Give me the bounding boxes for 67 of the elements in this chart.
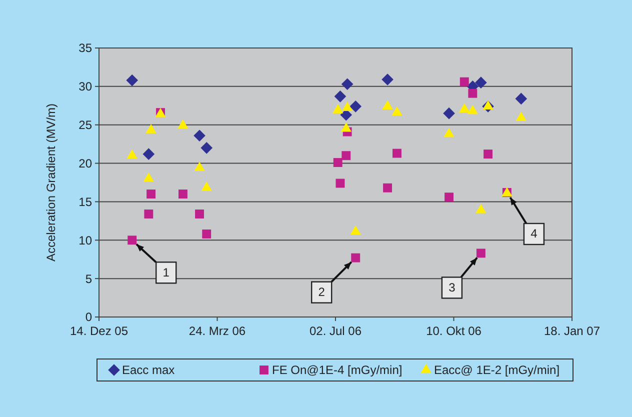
x-tick-label: 24. Mrz 06 bbox=[188, 324, 246, 338]
y-tick-label: 20 bbox=[78, 156, 92, 170]
point bbox=[146, 190, 156, 198]
point bbox=[342, 151, 351, 160]
point bbox=[202, 230, 212, 238]
y-axis-title: Acceleration Gradient (MV/m) bbox=[44, 103, 58, 262]
point bbox=[143, 172, 154, 182]
x-tick-label: 14. Dez 05 bbox=[70, 324, 128, 338]
x-tick-label: 18. Jan 07 bbox=[544, 324, 600, 338]
point bbox=[515, 92, 528, 105]
point bbox=[126, 149, 138, 159]
point bbox=[332, 104, 344, 114]
point bbox=[201, 182, 212, 191]
point bbox=[333, 158, 342, 167]
point bbox=[444, 128, 454, 138]
y-tick-label: 10 bbox=[78, 233, 92, 248]
y-tick-label: 5 bbox=[85, 272, 92, 286]
point bbox=[126, 74, 138, 86]
point bbox=[146, 124, 156, 134]
annotation: 3 bbox=[448, 280, 456, 294]
point bbox=[383, 183, 392, 192]
point bbox=[341, 78, 354, 90]
point bbox=[336, 178, 345, 188]
annotation: 1 bbox=[162, 265, 170, 280]
point bbox=[144, 210, 154, 218]
point bbox=[476, 204, 486, 214]
point bbox=[443, 107, 455, 120]
point bbox=[178, 190, 188, 198]
point bbox=[382, 100, 393, 110]
point bbox=[200, 142, 213, 154]
point bbox=[484, 150, 493, 159]
legend-label: Eacc@ 1E-2 [mGy/min] bbox=[434, 363, 560, 378]
annotation: 2 bbox=[318, 285, 326, 300]
point bbox=[476, 248, 486, 258]
point bbox=[468, 88, 478, 98]
x-tick-label: 02. Jul 06 bbox=[309, 324, 362, 338]
point bbox=[382, 74, 394, 86]
y-tick-label: 0 bbox=[85, 310, 92, 324]
legend-label: FE On@1E-4 [mGy/min] bbox=[272, 363, 402, 378]
legend-label: Eacc max bbox=[122, 363, 175, 378]
point bbox=[350, 225, 361, 235]
point bbox=[392, 148, 402, 158]
point bbox=[340, 122, 352, 132]
point bbox=[128, 236, 137, 245]
point bbox=[178, 119, 188, 129]
point bbox=[194, 130, 206, 142]
y-tick-label: 35 bbox=[78, 41, 92, 56]
point bbox=[342, 102, 353, 112]
point bbox=[467, 104, 478, 114]
annotation: 4 bbox=[530, 226, 538, 241]
y-tick-label: 15 bbox=[78, 194, 92, 209]
x-tick-label: 10. Okt 06 bbox=[426, 324, 482, 338]
point bbox=[516, 112, 527, 122]
point bbox=[334, 90, 346, 102]
y-tick-label: 30 bbox=[78, 80, 92, 94]
y-tick-label: 25 bbox=[78, 118, 92, 132]
point bbox=[142, 148, 155, 160]
point bbox=[350, 100, 362, 112]
point bbox=[194, 162, 205, 171]
point bbox=[459, 103, 470, 113]
point bbox=[444, 192, 454, 202]
point bbox=[351, 253, 360, 262]
point bbox=[460, 77, 469, 86]
point bbox=[475, 76, 487, 89]
point bbox=[195, 210, 204, 218]
point bbox=[392, 106, 402, 116]
point bbox=[482, 100, 494, 110]
